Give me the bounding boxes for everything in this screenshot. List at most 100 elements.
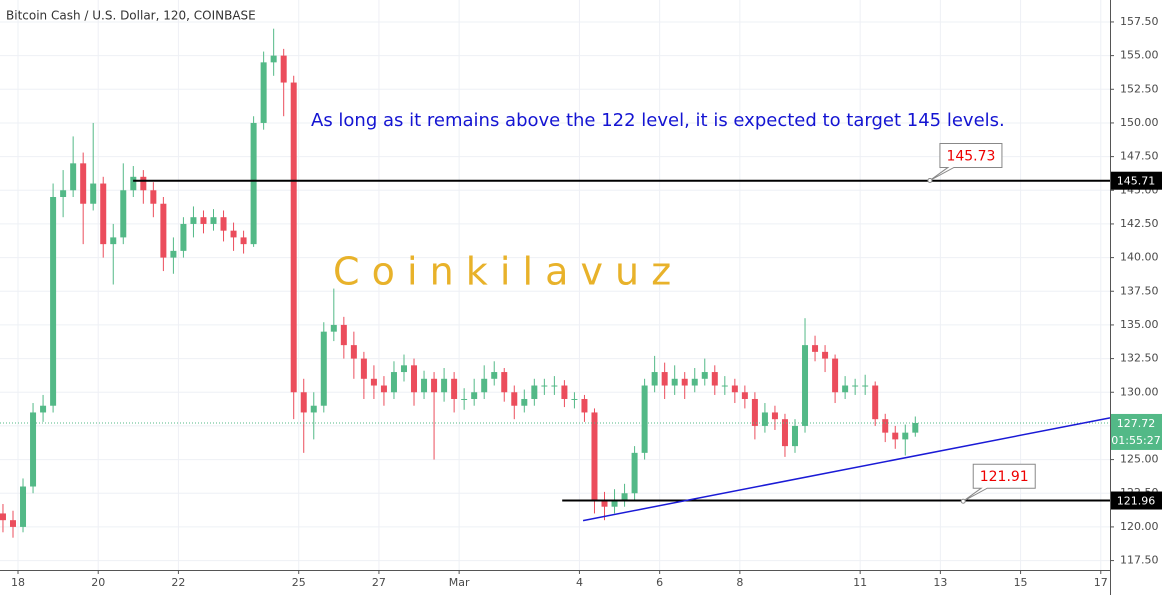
y-tick-label: 147.50 (1120, 150, 1159, 163)
candle-body (832, 358, 839, 393)
candle-body (170, 250, 177, 258)
candle-body (531, 385, 538, 399)
candle-body (671, 378, 678, 386)
x-tick-label: 13 (933, 576, 947, 589)
plot: 145.73 121.91 (0, 28, 1111, 538)
callout-box (962, 463, 1036, 502)
x-tick-label: 22 (171, 576, 185, 589)
candle-body (60, 190, 67, 198)
grid (0, 0, 1110, 570)
candle-body (551, 385, 558, 387)
x-tick-label: 17 (1094, 576, 1108, 589)
candle-body (541, 385, 548, 387)
callout-box (929, 142, 1003, 181)
candle-body (70, 163, 77, 191)
countdown: 01:55:27 (1111, 434, 1160, 447)
candle-body (290, 82, 297, 393)
candle-body (210, 217, 217, 224)
candle-body (661, 372, 668, 386)
candle-body (360, 358, 367, 379)
candle-body (842, 385, 849, 393)
candle-body (130, 176, 137, 191)
candle-body (100, 183, 107, 245)
candle-body (260, 62, 267, 123)
y-tick-label: 120.00 (1120, 520, 1159, 533)
candle-body (9, 520, 16, 527)
candle-body (350, 345, 357, 359)
candle-body (110, 237, 117, 245)
candle-body (310, 405, 317, 413)
candle-body (370, 378, 377, 386)
candle-body (421, 378, 428, 393)
candle-body (621, 493, 628, 500)
candle-body (140, 176, 147, 191)
candle-body (400, 365, 407, 373)
candle-body (511, 392, 518, 406)
candle-body (631, 452, 638, 494)
candle-body (681, 378, 688, 386)
candle-body (340, 324, 347, 346)
y-tick-label: 150.00 (1120, 116, 1159, 129)
callout-anchor (927, 177, 933, 183)
price-label-box (1111, 171, 1162, 190)
candle-body (571, 398, 578, 400)
candle-body (711, 372, 718, 386)
candle-body (230, 230, 237, 238)
y-tick-label: 132.50 (1120, 352, 1159, 365)
candle-body (20, 486, 27, 527)
candle-body (691, 378, 698, 386)
candle-body (721, 385, 728, 387)
x-tick-label: 4 (576, 576, 583, 589)
candle-body (461, 398, 468, 400)
candle-body (481, 378, 488, 393)
candle-body (451, 378, 458, 399)
y-tick-label: 142.50 (1120, 217, 1159, 230)
candle-body (390, 372, 397, 393)
candle-body (80, 163, 87, 204)
candle-body (781, 419, 788, 447)
candle-body (30, 412, 37, 487)
candle-body (380, 385, 387, 393)
candle-body (651, 372, 658, 386)
x-tick-label: 27 (372, 576, 386, 589)
candle-body (501, 372, 508, 393)
x-tick-label: 11 (853, 576, 867, 589)
candle-body (812, 345, 819, 352)
callout-anchor (960, 498, 966, 504)
candle-body (411, 365, 418, 393)
candle-body (190, 217, 197, 224)
y-tick-label: 152.50 (1120, 82, 1159, 95)
candle-body (751, 398, 758, 426)
candle-body (240, 237, 247, 245)
candle-body (441, 378, 448, 393)
x-tick-label: 25 (292, 576, 306, 589)
candle-body (872, 385, 879, 420)
callout-label: 145.73 (946, 148, 995, 164)
candle-body (120, 190, 127, 238)
x-tick-label: Mar (449, 576, 470, 589)
candle-body (90, 183, 97, 204)
candle-body (471, 392, 478, 399)
trend-line (582, 417, 1111, 522)
y-tick-label: 135.00 (1120, 318, 1159, 331)
candle-body (791, 425, 798, 447)
y-tick-label: 130.00 (1120, 385, 1159, 398)
candle-body (862, 385, 869, 387)
candle-body (200, 217, 207, 224)
candle-body (220, 217, 227, 231)
candle-body (892, 432, 899, 440)
x-tick-label: 6 (656, 576, 663, 589)
candle-body (771, 412, 778, 420)
candle-body (150, 190, 157, 204)
candle-body (300, 392, 307, 413)
candle-body (0, 513, 6, 521)
candle-body (250, 122, 257, 245)
price-label: 121.96 (1117, 495, 1156, 508)
price-label: 145.71 (1117, 175, 1156, 188)
candle-body (320, 331, 327, 406)
candle-body (701, 372, 708, 379)
x-tick-label: 20 (91, 576, 105, 589)
candle-body (641, 385, 648, 453)
